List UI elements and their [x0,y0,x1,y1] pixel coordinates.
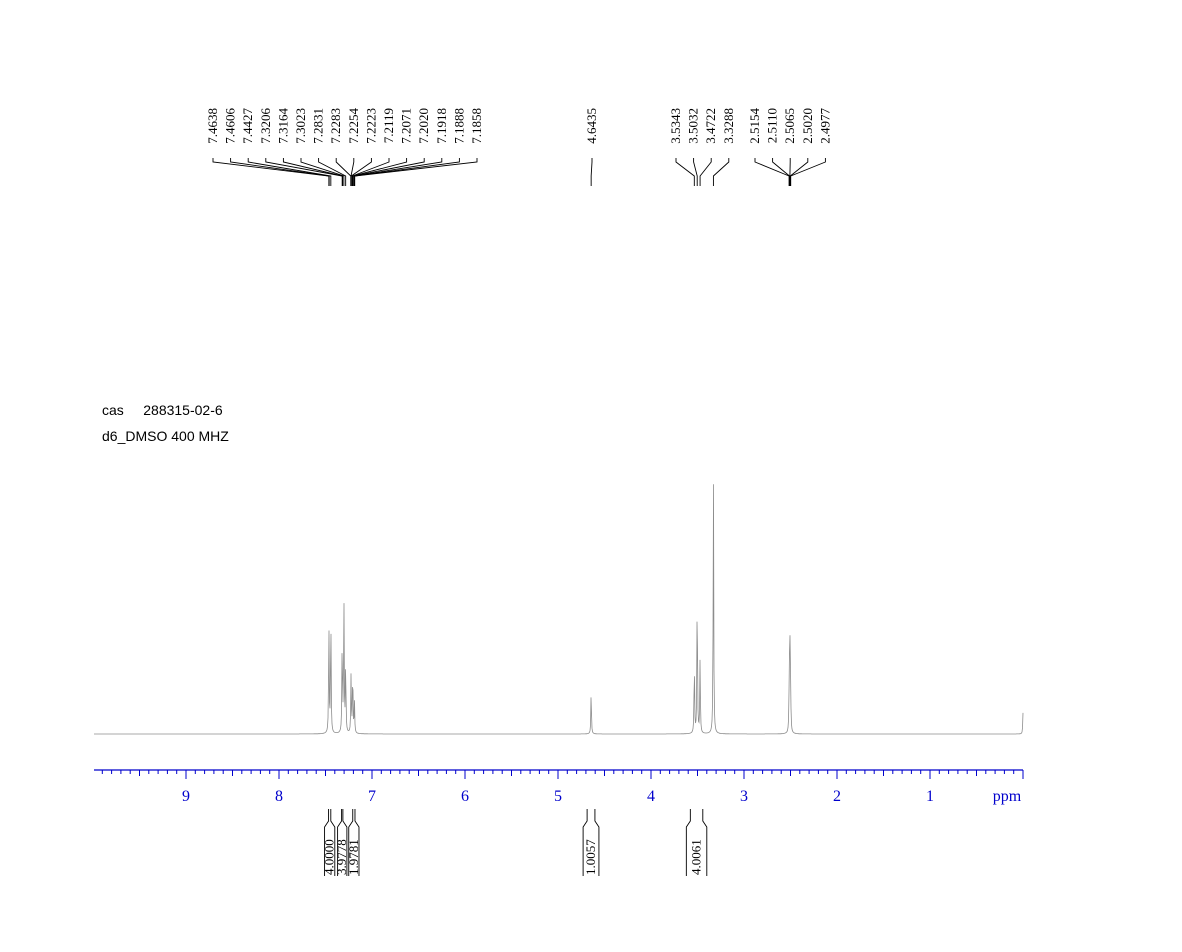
integral-right-edge [330,809,336,876]
integral-value: 1.0057 [583,839,598,875]
peak-label: 7.2223 [363,108,378,144]
peak-label: 7.4638 [205,108,220,144]
peak-label: 3.5032 [686,108,701,144]
sample-id-key: cas [102,402,124,418]
integral-right-edge [702,809,708,876]
peak-label: 7.4427 [240,108,255,144]
peak-connector [699,158,712,186]
integral-right-edge [354,809,360,876]
peak-label: 7.1888 [451,108,466,144]
integral-value: 4.0000 [322,839,337,875]
peak-label: 3.5343 [668,108,683,144]
peak-connector [675,158,695,186]
peak-label: 7.3164 [275,108,290,144]
peak-connector [230,158,330,186]
peak-label: 7.2020 [416,108,431,144]
peak-label: 2.5110 [765,108,780,143]
peak-label: 2.5154 [747,108,762,144]
integral-value: 1.9781 [346,839,361,875]
peak-label: 4.6435 [584,108,599,144]
peak-label: 7.3023 [293,108,308,144]
integral-left-edge [324,809,330,876]
solvent-frequency-line: d6_DMSO 400 MHZ [102,428,229,444]
integral-value: 4.0061 [689,839,704,875]
peak-label: 2.5065 [782,108,797,144]
integral-value: 3.9778 [334,839,349,875]
peak-connector [282,158,344,186]
integral-right-edge [594,809,600,876]
ppm-axis: 9 8 7 6 5 4 3 2 1 ppm [94,769,1024,805]
tick-label-3: 3 [740,788,748,805]
tick-label-6: 6 [461,788,469,805]
peak-connector [354,158,478,186]
peak-connector [352,158,408,186]
peak-label: 2.5020 [800,108,815,144]
peak-label: 7.3206 [258,108,273,144]
spectrum-trace [94,484,1024,735]
integral-bracket: 4.0061 [685,809,708,876]
peak-connector [350,158,372,186]
peak-label: 7.2254 [346,108,361,144]
integral-bracket: 4.0000 [322,809,337,876]
peak-connector [772,158,790,186]
integral-left-edge [582,809,588,876]
peak-label: 2.4977 [817,108,832,144]
peak-label: 7.1858 [469,108,484,144]
peak-label-layer: 7.4638 7.4606 7.4427 7.3206 7.3164 7.3023 7.28… [205,108,832,186]
axis-unit-label: ppm [993,788,1022,805]
tick-label-8: 8 [275,788,283,805]
peak-label: 7.2283 [328,108,343,144]
peak-label: 7.2831 [311,108,326,144]
tick-label-1: 1 [926,788,934,805]
tick-label-2: 2 [833,788,841,805]
integral-left-edge [348,809,354,876]
peak-connector [789,158,809,186]
integral-left-edge [337,809,343,876]
peak-label: 7.2119 [381,108,396,143]
tick-label-7: 7 [368,788,376,805]
integral-bracket: 1.9781 [346,809,361,876]
peak-label: 3.3288 [721,108,736,144]
tick-label-4: 4 [647,788,655,805]
peak-label: 7.1918 [434,108,449,144]
peak-connector [352,158,425,186]
spectrum-trace-layer [94,484,1024,735]
sample-id-value: 288315-02-6 [143,402,223,418]
peak-connector [712,158,730,186]
sample-id-line: cas 288315-02-6 [102,402,223,418]
integral-left-edge [685,809,691,876]
peak-connector [318,158,347,186]
peak-connector [693,158,698,186]
tick-label-5: 5 [554,788,562,805]
integral-right-edge [342,809,348,876]
peak-label: 7.2071 [399,108,414,144]
integral-bracket: 1.0057 [582,809,600,876]
peak-connector [247,158,332,186]
peak-connector [300,158,345,186]
integral-bracket: 3.9778 [334,809,349,876]
peak-connector [790,158,826,186]
peak-label: 3.4722 [703,108,718,144]
tick-label-9: 9 [182,788,190,805]
peak-connector [590,158,593,186]
peak-label: 7.4606 [223,108,238,144]
